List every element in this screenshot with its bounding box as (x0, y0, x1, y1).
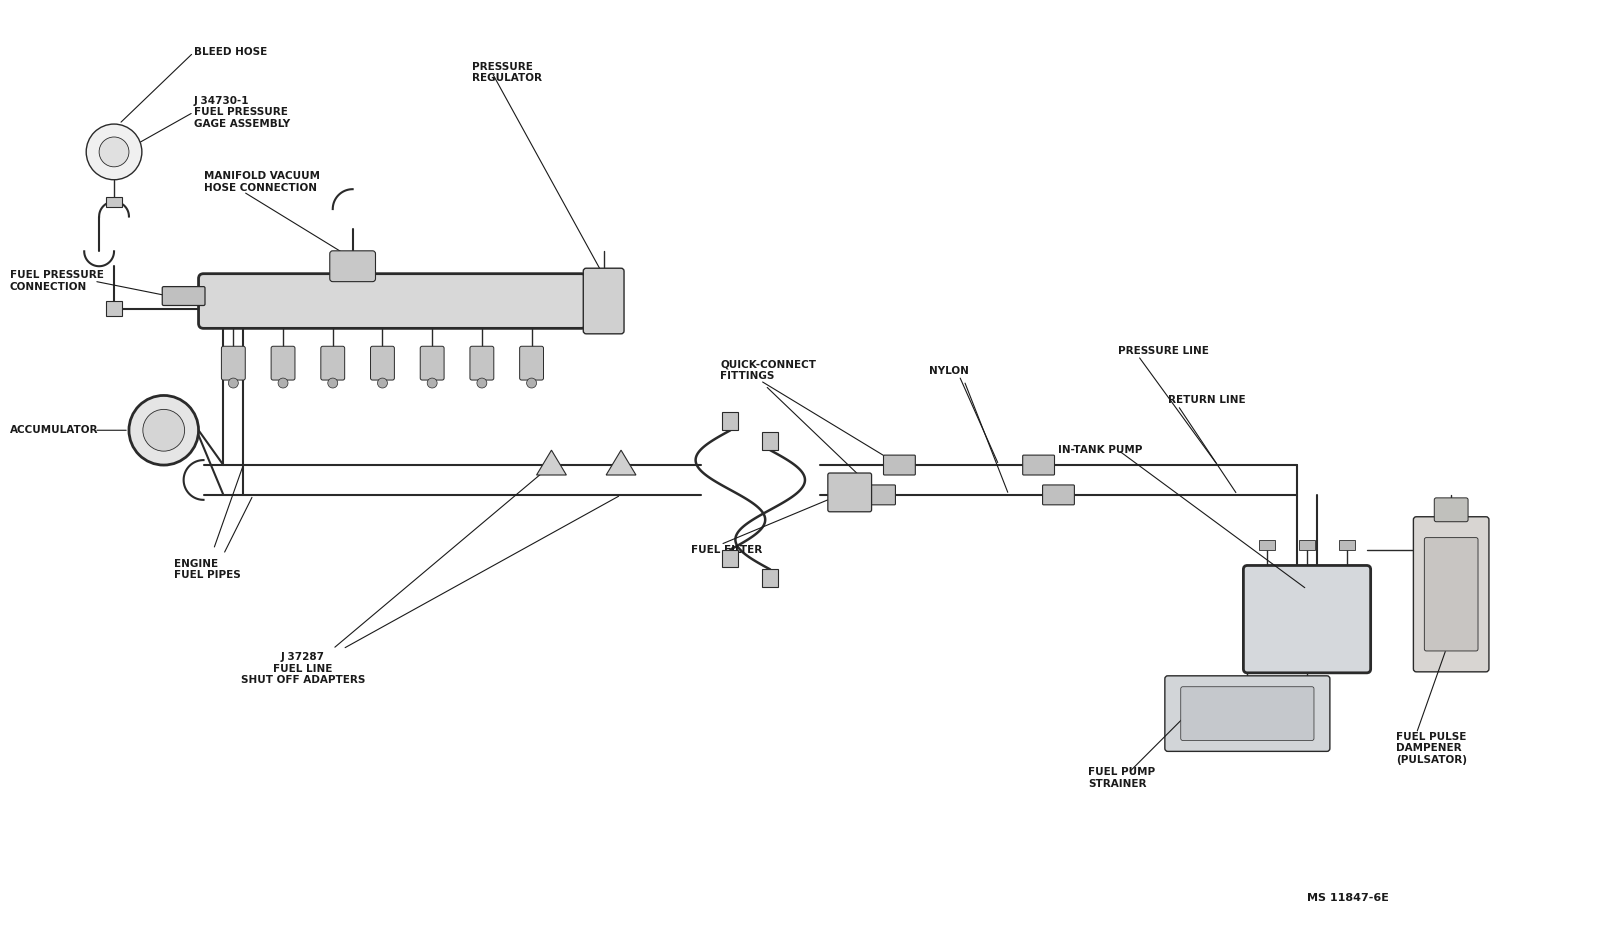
Bar (106, 197, 122, 206)
FancyBboxPatch shape (421, 346, 445, 380)
FancyBboxPatch shape (322, 346, 344, 380)
FancyBboxPatch shape (1022, 455, 1054, 475)
Circle shape (229, 378, 238, 388)
Text: NYLON: NYLON (930, 366, 970, 375)
Text: BLEED HOSE: BLEED HOSE (194, 48, 267, 58)
FancyBboxPatch shape (827, 473, 872, 512)
Bar (762, 432, 778, 450)
Text: J 34730-1
FUEL PRESSURE
GAGE ASSEMBLY: J 34730-1 FUEL PRESSURE GAGE ASSEMBLY (194, 96, 290, 129)
Text: FUEL PULSE
DAMPENER
(PULSATOR): FUEL PULSE DAMPENER (PULSATOR) (1397, 732, 1467, 765)
Circle shape (526, 378, 536, 388)
Text: J 37287
FUEL LINE
SHUT OFF ADAPTERS: J 37287 FUEL LINE SHUT OFF ADAPTERS (240, 653, 365, 686)
Bar (762, 569, 778, 587)
Text: ENGINE
FUEL PIPES: ENGINE FUEL PIPES (174, 559, 240, 580)
FancyBboxPatch shape (864, 484, 896, 504)
FancyBboxPatch shape (371, 346, 394, 380)
Bar (1339, 540, 1355, 549)
Polygon shape (606, 450, 635, 475)
Circle shape (278, 378, 288, 388)
FancyBboxPatch shape (1181, 687, 1314, 740)
Bar (723, 549, 738, 567)
FancyBboxPatch shape (1434, 498, 1469, 522)
Circle shape (328, 378, 338, 388)
Circle shape (378, 378, 387, 388)
FancyBboxPatch shape (221, 346, 245, 380)
FancyBboxPatch shape (1043, 484, 1074, 504)
FancyBboxPatch shape (1165, 675, 1330, 751)
Text: RETURN LINE: RETURN LINE (1168, 395, 1245, 406)
Circle shape (86, 124, 142, 180)
Text: IN-TANK PUMP: IN-TANK PUMP (1059, 446, 1142, 455)
Text: MS 11847-6E: MS 11847-6E (1307, 892, 1389, 902)
Text: FUEL PRESSURE
CONNECTION: FUEL PRESSURE CONNECTION (10, 271, 104, 292)
Text: QUICK-CONNECT
FITTINGS: QUICK-CONNECT FITTINGS (720, 360, 816, 381)
FancyBboxPatch shape (270, 346, 294, 380)
FancyBboxPatch shape (198, 274, 586, 329)
Text: MANIFOLD VACUUM
HOSE CONNECTION: MANIFOLD VACUUM HOSE CONNECTION (203, 171, 320, 193)
Text: FUEL FILTER: FUEL FILTER (691, 544, 762, 555)
Circle shape (477, 378, 486, 388)
Bar (1259, 540, 1275, 549)
FancyBboxPatch shape (1413, 517, 1490, 672)
Circle shape (142, 409, 184, 451)
Bar (106, 301, 122, 316)
Text: ACCUMULATOR: ACCUMULATOR (10, 426, 98, 435)
Text: PRESSURE
REGULATOR: PRESSURE REGULATOR (472, 62, 542, 84)
Bar (1299, 540, 1315, 549)
FancyBboxPatch shape (470, 346, 494, 380)
Circle shape (427, 378, 437, 388)
FancyBboxPatch shape (1424, 538, 1478, 651)
FancyBboxPatch shape (330, 251, 376, 281)
FancyBboxPatch shape (584, 268, 624, 333)
Polygon shape (536, 450, 566, 475)
Circle shape (130, 395, 198, 466)
FancyBboxPatch shape (162, 287, 205, 306)
Bar (723, 412, 738, 430)
FancyBboxPatch shape (1243, 565, 1371, 673)
FancyBboxPatch shape (520, 346, 544, 380)
Text: PRESSURE LINE: PRESSURE LINE (1118, 346, 1210, 355)
Text: FUEL PUMP
STRAINER: FUEL PUMP STRAINER (1088, 768, 1155, 789)
Circle shape (99, 137, 130, 167)
FancyBboxPatch shape (883, 455, 915, 475)
